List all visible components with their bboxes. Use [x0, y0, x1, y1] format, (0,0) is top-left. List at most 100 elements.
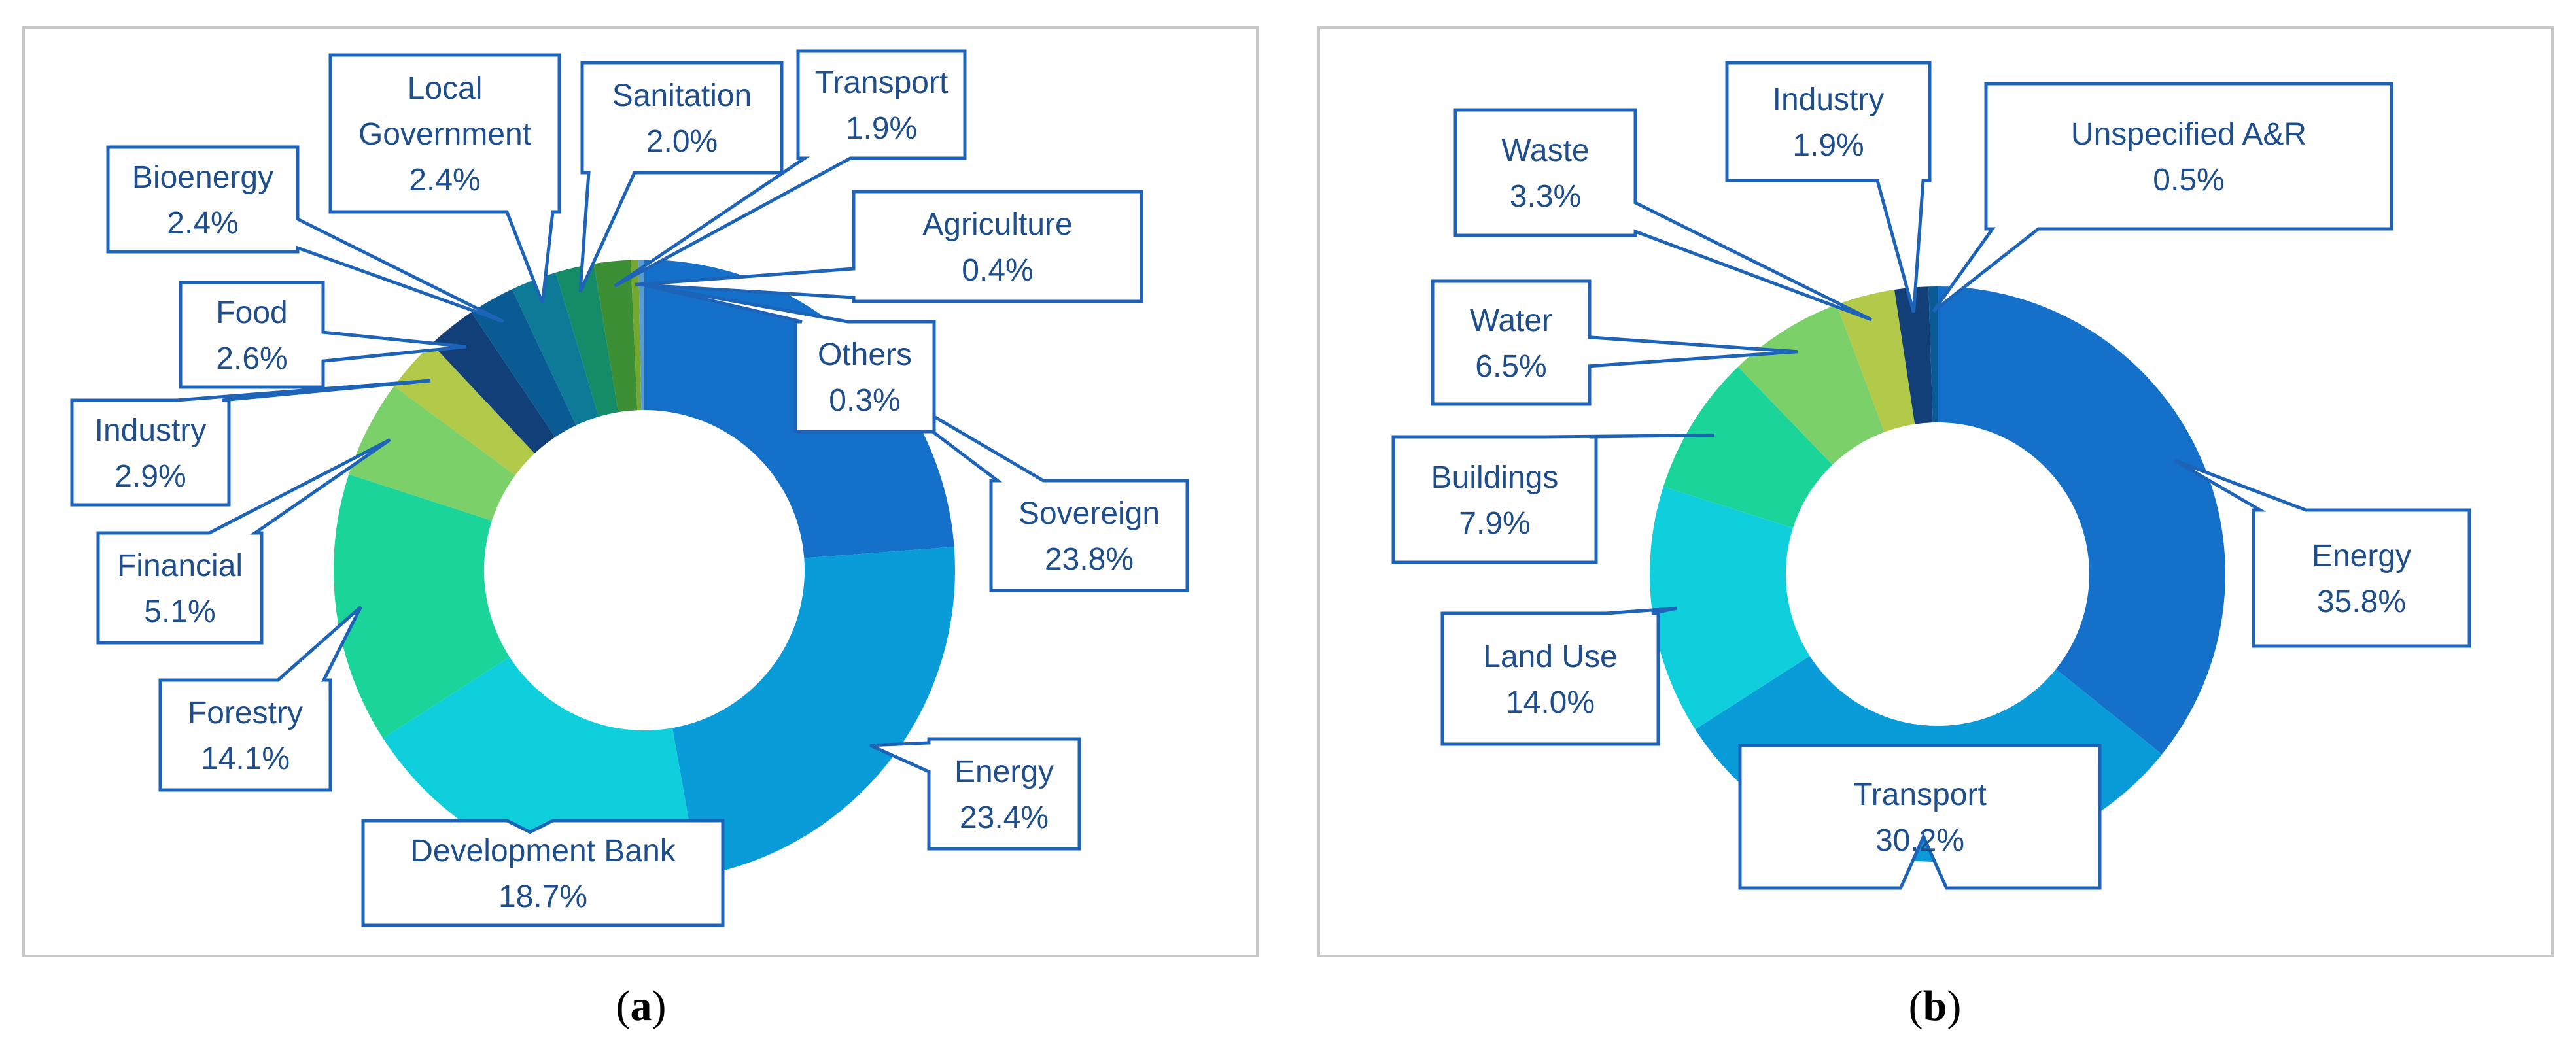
chart-b-value-waste: 3.3% [1510, 179, 1581, 214]
chart-a-callout-box-agriculture [635, 190, 1143, 303]
chart-a-slice-others [638, 260, 644, 411]
chart-a-label-transport: Transport [815, 65, 949, 100]
chart-a-label-development-bank: Development Bank [410, 834, 676, 868]
chart-a-slice-agriculture [631, 260, 642, 411]
chart-a-label-agriculture: Agriculture [922, 207, 1072, 242]
chart-a-value-agriculture: 0.4% [962, 253, 1033, 288]
chart-b-callout-box-land-use [1440, 606, 1677, 746]
chart-a-value-sovereign: 23.8% [1045, 542, 1134, 577]
chart-a-slice-local-government [512, 272, 599, 426]
chart-a-label-sanitation: Sanitation [612, 78, 752, 113]
chart-b-label-water: Water [1470, 303, 1552, 338]
chart-b-callout-energy: Energy 35.8% [2174, 458, 2471, 648]
chart-b-callout-box-water [1431, 279, 1798, 406]
chart-a-callout-food: Food 2.6% [179, 281, 467, 389]
chart-a-slices [334, 260, 955, 881]
chart-a-slice-financial [349, 386, 515, 521]
chart-a-slice-forestry [334, 474, 510, 739]
chart-b-value-unspecified-aandr: 0.5% [2153, 163, 2224, 197]
chart-a-callout-box-industry [70, 379, 431, 507]
chart-a-value-energy: 23.4% [960, 800, 1049, 835]
chart-b-callout-buildings: Buildings 7.9% [1391, 433, 1714, 564]
chart-a-label-food: Food [216, 296, 287, 330]
chart-b-callout-unspecified-aandr: Unspecified A&R 0.5% [1932, 82, 2393, 313]
chart-a-callout-box-food [179, 281, 467, 389]
chart-b-callout-box-unspecified-aandr [1932, 82, 2393, 313]
chart-a-label-sovereign: Sovereign [1018, 496, 1160, 531]
chart-a-callout-agriculture: Agriculture 0.4% [635, 190, 1143, 303]
chart-a-callout-box-local-government [328, 53, 561, 304]
chart-a-label-bioenergy: Bioenergy [132, 160, 273, 195]
chart-a-value-others: 0.3% [829, 383, 900, 418]
chart-a-value-bioenergy: 2.4% [167, 206, 238, 241]
chart-b-callout-industry: Industry 1.9% [1725, 61, 1932, 313]
chart-b-slice-energy [1938, 286, 2225, 755]
chart-a-value-financial: 5.1% [144, 594, 215, 629]
chart-b-value-transport: 30.2% [1875, 823, 1964, 858]
chart-b-callout-box-industry [1725, 61, 1932, 313]
chart-b-value-water: 6.5% [1475, 349, 1546, 384]
chart-a-callout-energy: Energy 23.4% [869, 737, 1081, 851]
chart-b-value-land-use: 14.0% [1506, 685, 1595, 720]
chart-b-label-energy: Energy [2312, 539, 2411, 573]
chart-b-label-land-use: Land Use [1483, 640, 1617, 674]
chart-b-label-unspecified-aandr: Unspecified A&R [2071, 117, 2306, 152]
chart-a-callout-others: Others 0.3% [641, 282, 936, 434]
chart-a-label-local-government-line-1: Local [408, 71, 483, 106]
chart-b-label-transport: Transport [1853, 778, 1987, 812]
chart-a-callout-forestry: Forestry 14.1% [158, 606, 362, 792]
chart-a-slice-bioenergy [471, 289, 576, 437]
chart-a-callout-transport: Transport 1.9% [614, 49, 967, 288]
chart-a-callout-financial: Financial 5.1% [96, 438, 391, 645]
chart-a-callout-industry: Industry 2.9% [70, 379, 431, 507]
chart-a-callout-box-others [641, 282, 936, 434]
chart-a-callout-box-sanitation [578, 61, 784, 293]
chart-b-value-buildings: 7.9% [1459, 506, 1530, 541]
chart-a-value-transport: 1.9% [846, 111, 917, 146]
chart-b-callout-water: Water 6.5% [1431, 279, 1798, 406]
chart-b-slice-industry [1894, 286, 1933, 424]
chart-b-callout-box-transport [1738, 744, 2102, 890]
chart-a-label-forestry: Forestry [188, 696, 303, 730]
chart-b-labels: Energy 35.8% Transport 30.2% Land Use 14.0% Bu… [1391, 61, 2471, 890]
chart-b-slice-buildings [1663, 366, 1833, 528]
chart-a-label-others: Others [818, 337, 912, 372]
chart-b-slice-land-use [1650, 487, 1810, 730]
chart-b-label-industry: Industry [1773, 82, 1885, 117]
caption-a: (a) [616, 982, 667, 1030]
chart-b-label-buildings: Buildings [1431, 460, 1559, 495]
chart-a-callout-box-financial [96, 438, 391, 645]
chart-a-callout-sanitation: Sanitation 2.0% [578, 61, 784, 293]
chart-b-slice-waste [1836, 289, 1915, 432]
chart-a-callout-box-transport [614, 49, 967, 288]
donut-chart-a: Sovereign 23.8% Energy 23.4% Development Ban… [70, 49, 1189, 927]
chart-a-label-local-government-line-2: Government [358, 117, 531, 152]
chart-a-callout-box-bioenergy [106, 145, 504, 324]
chart-a-callout-local-government: Local Government 2.4% [328, 53, 561, 304]
chart-a-value-sanitation: 2.0% [646, 124, 718, 159]
chart-a-label-industry: Industry [95, 413, 207, 448]
chart-b-callout-transport: Transport 30.2% [1738, 744, 2102, 890]
chart-a-value-industry: 2.9% [114, 459, 186, 494]
chart-b-callout-box-waste [1453, 108, 1873, 322]
chart-b-label-waste: Waste [1501, 133, 1589, 168]
chart-a-label-energy: Energy [954, 755, 1054, 789]
chart-a-value-local-government: 2.4% [409, 163, 480, 197]
chart-b-slice-water [1738, 304, 1885, 465]
chart-b-slice-unspecified-aandr [1928, 286, 1938, 423]
chart-a-callout-box-forestry [158, 606, 362, 792]
chart-a-value-food: 2.6% [216, 341, 287, 376]
chart-b-callout-box-energy [2174, 458, 2471, 648]
chart-a-slice-energy [672, 547, 955, 876]
chart-a-callout-bioenergy: Bioenergy 2.4% [106, 145, 504, 324]
chart-a-labels: Sovereign 23.8% Energy 23.4% Development Ban… [70, 49, 1189, 927]
chart-a-slice-industry [394, 343, 535, 475]
chart-a-slice-transport [593, 260, 638, 413]
chart-a-slice-sanitation [555, 264, 619, 417]
chart-b-callout-land-use: Land Use 14.0% [1440, 606, 1677, 746]
donut-chart-b: Energy 35.8% Transport 30.2% Land Use 14.0% Bu… [1391, 61, 2471, 890]
chart-a-value-forestry: 14.1% [201, 742, 290, 776]
chart-b-callout-waste: Waste 3.3% [1453, 108, 1873, 322]
chart-b-value-industry: 1.9% [1792, 128, 1864, 163]
